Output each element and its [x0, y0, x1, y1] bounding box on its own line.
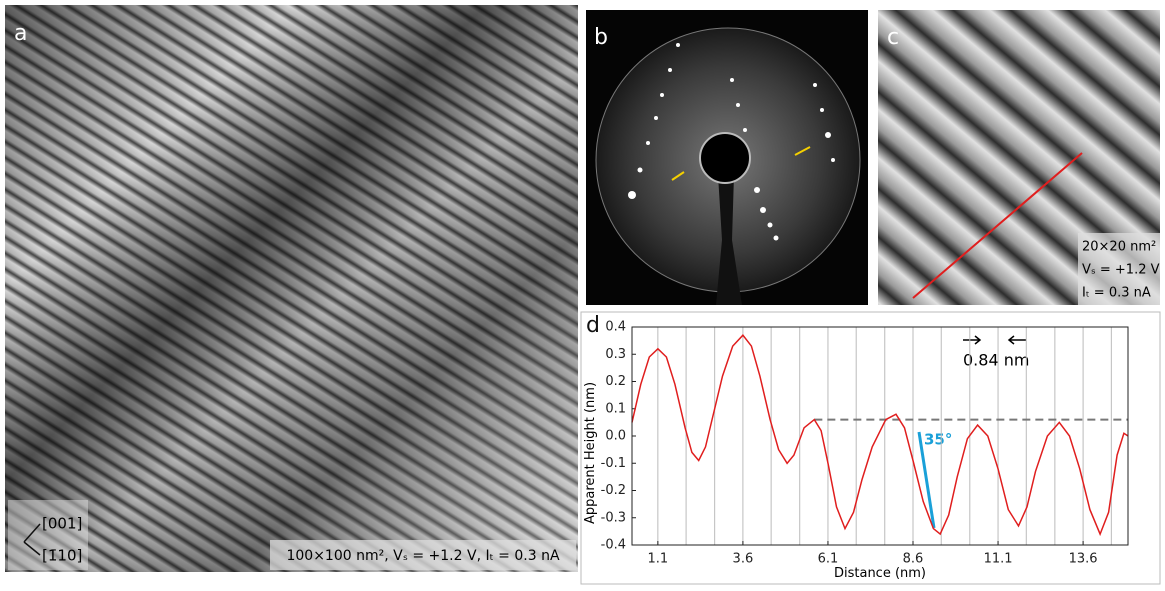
direction-arrows — [23, 523, 41, 556]
caption-box — [1078, 233, 1160, 305]
direction-label: [1̄10] — [42, 547, 82, 565]
spacing-arrows — [963, 335, 1026, 345]
panel-d: d Apparent Height (nm) Distance (nm) 0.8… — [580, 311, 1161, 585]
y-axis-title: Apparent Height (nm) — [583, 382, 598, 524]
panel-c: c 20×20 nm² Vₛ = +1.2 V Iₜ = 0.3 nA — [878, 10, 1160, 305]
annotation: 0.84 nm — [963, 351, 1029, 370]
y-tick-label: -0.4 — [601, 538, 626, 553]
sample-holder — [716, 175, 742, 305]
yellow-arrow — [671, 146, 811, 181]
panel-label: b — [594, 25, 608, 50]
panel-label: d — [586, 313, 600, 338]
panel-label: c — [887, 25, 899, 50]
panel-a: a [001] [1̄10] 100×100 nm², Vₛ = +1.2 V,… — [5, 5, 578, 572]
y-tick-label: -0.1 — [601, 456, 626, 471]
y-tick-label: -0.2 — [601, 483, 626, 498]
x-tick-label: 13.6 — [1069, 552, 1098, 567]
direction-box — [8, 500, 88, 570]
caption-box — [270, 540, 576, 570]
x-axis-title: Distance (nm) — [834, 566, 926, 581]
plot-frame — [631, 326, 1129, 546]
panel-b: b — [586, 10, 868, 305]
x-tick-label: 11.1 — [984, 552, 1013, 567]
x-tick-label: 8.6 — [903, 552, 924, 567]
panel-label: a — [14, 21, 27, 46]
y-tick-label: 0.4 — [605, 320, 626, 335]
caption: Iₜ = 0.3 nA — [1082, 286, 1151, 301]
panel-frame — [580, 311, 1161, 585]
x-tick-label: 6.1 — [818, 552, 839, 567]
y-tick-label: 0.0 — [605, 429, 626, 444]
electron-gun — [699, 132, 751, 184]
profile-line — [912, 152, 1083, 299]
direction-label: [001] — [42, 515, 82, 533]
caption: 20×20 nm² — [1082, 240, 1156, 255]
caption: Vₛ = +1.2 V — [1082, 263, 1160, 278]
diffraction-spots — [628, 43, 835, 241]
y-tick-label: 0.1 — [605, 401, 626, 416]
angle-line — [917, 431, 936, 529]
y-tick-label: 0.3 — [605, 347, 626, 362]
caption: 100×100 nm², Vₛ = +1.2 V, Iₜ = 0.3 nA — [286, 548, 559, 564]
x-tick-label: 1.1 — [648, 552, 669, 567]
data-line — [631, 334, 1129, 537]
y-tick-label: -0.3 — [601, 510, 626, 525]
x-tick-label: 3.6 — [733, 552, 754, 567]
annotation: 35° — [924, 431, 952, 449]
y-tick-label: 0.2 — [605, 374, 626, 389]
stm-shading — [5, 5, 578, 572]
